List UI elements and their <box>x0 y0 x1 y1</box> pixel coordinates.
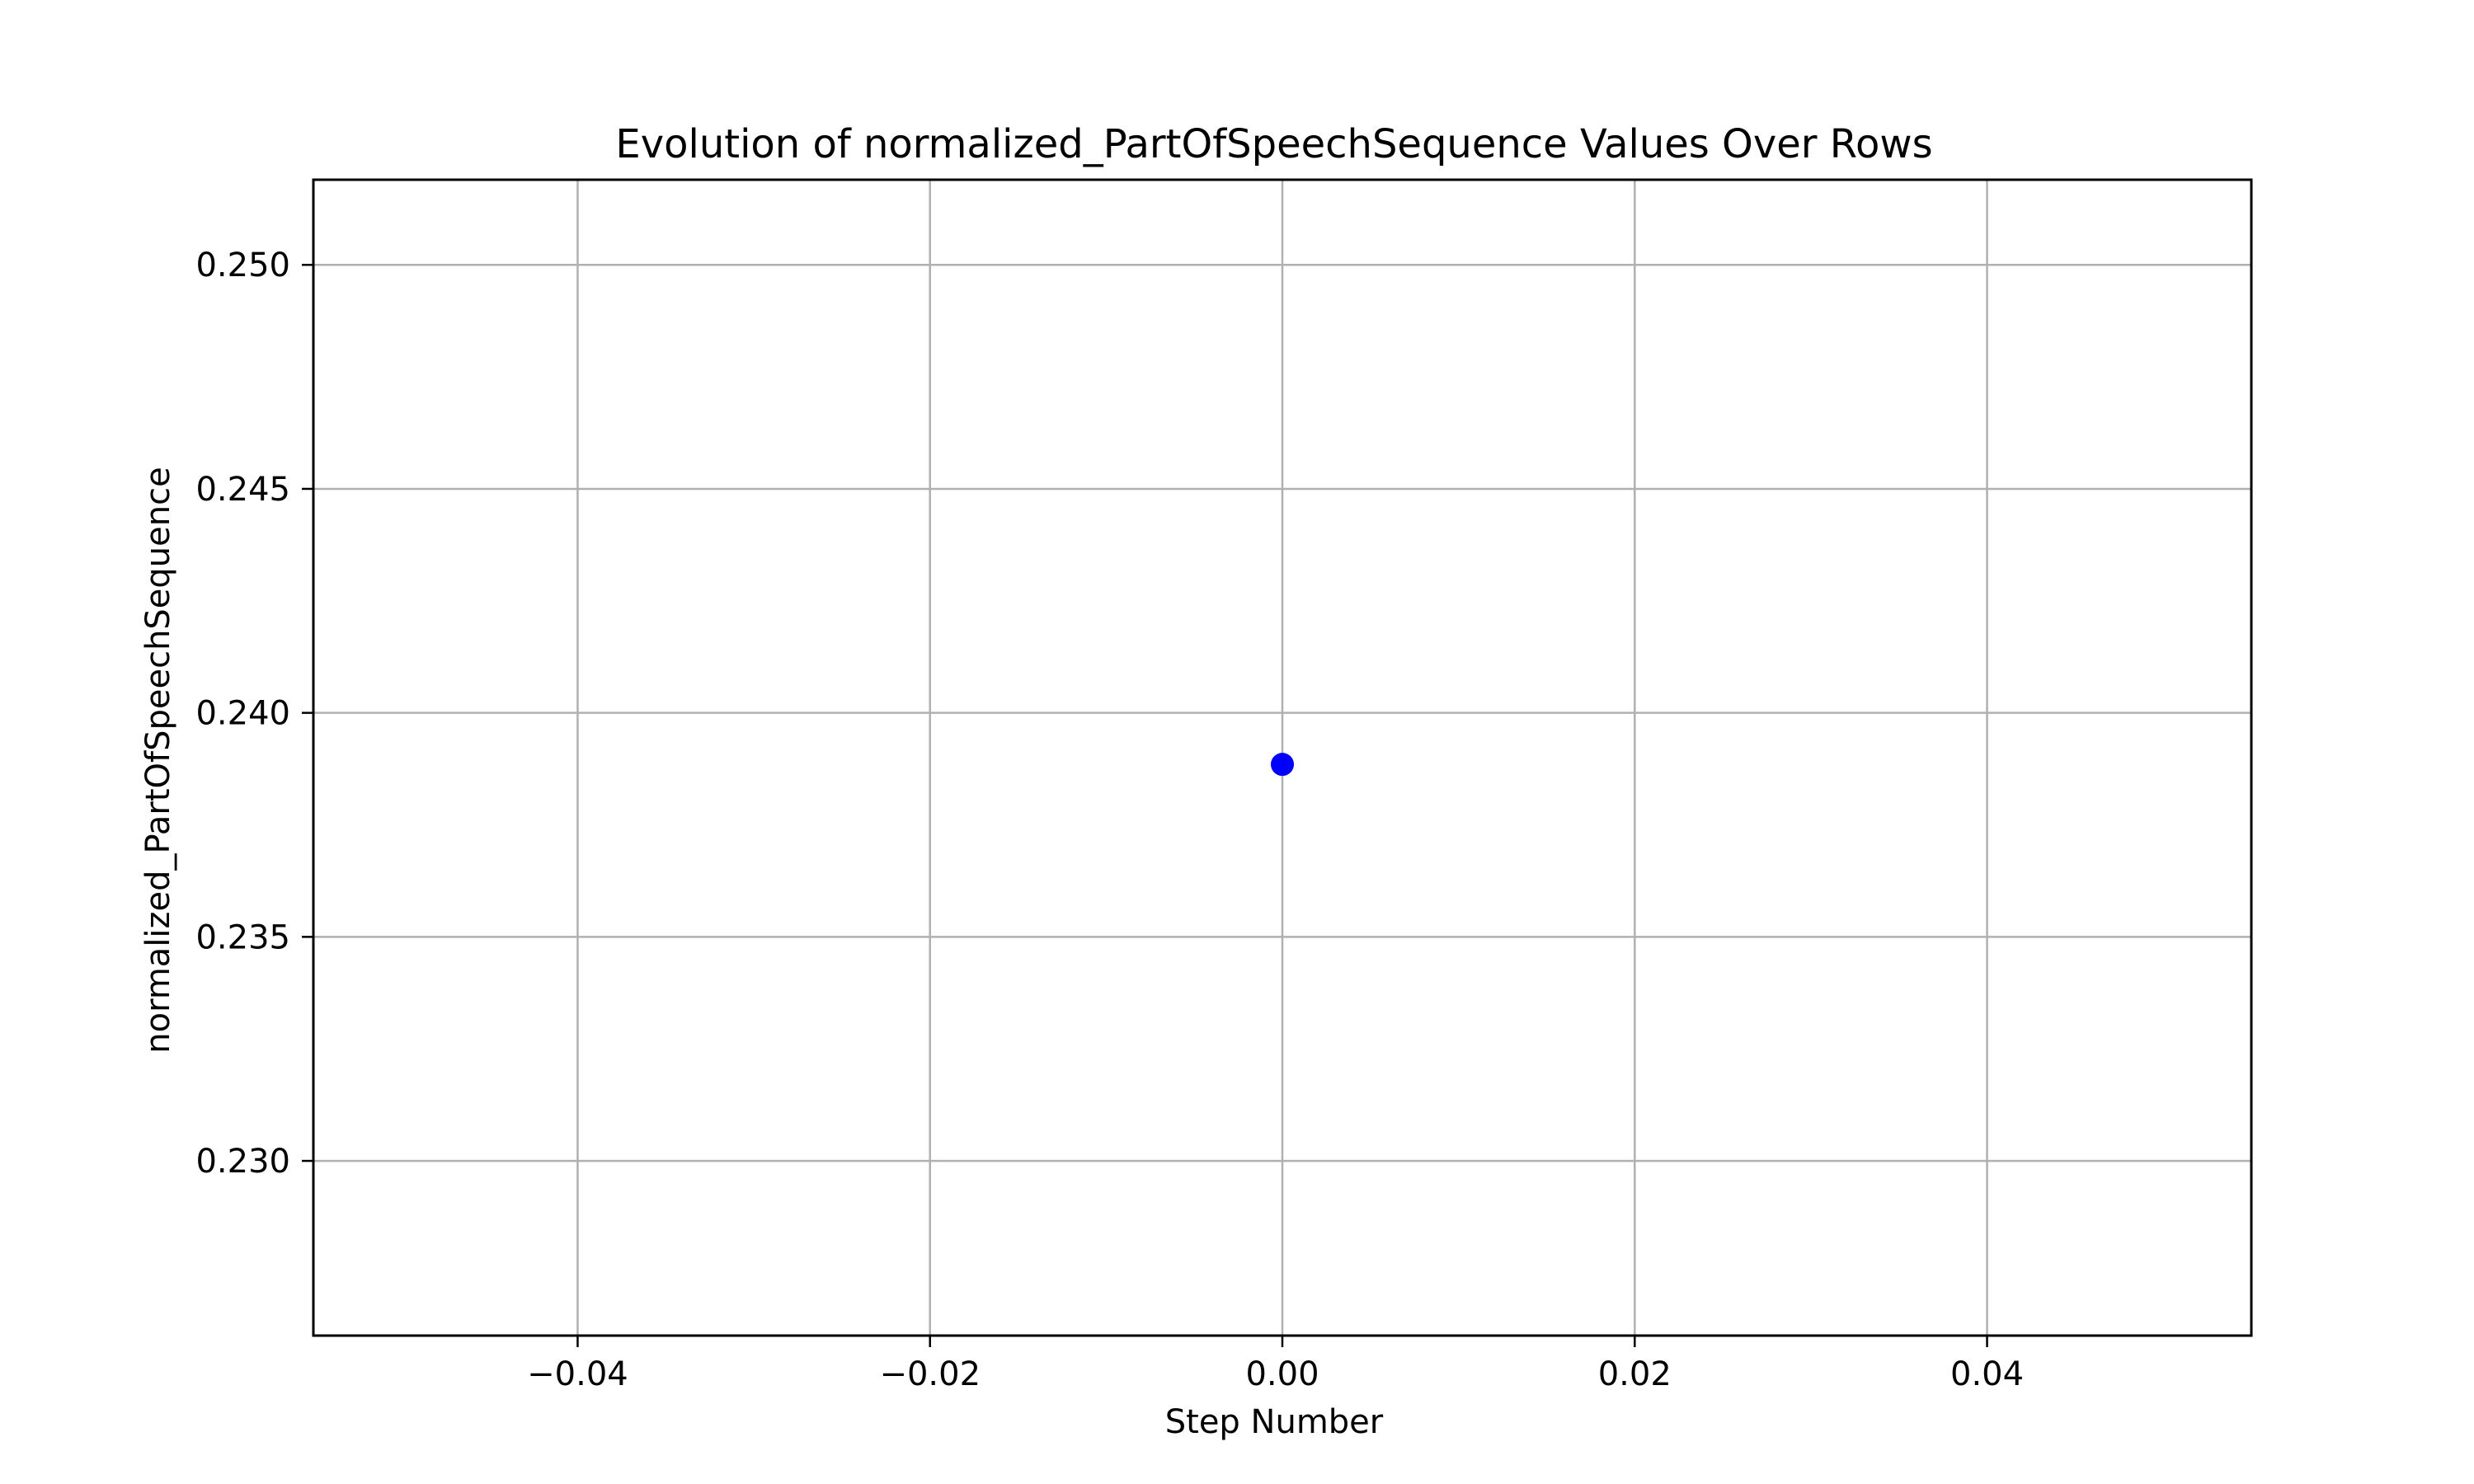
y-tick-label: 0.240 <box>195 695 290 733</box>
y-tick-label: 0.230 <box>195 1143 290 1181</box>
chart-title: Evolution of normalized_PartOfSpeechSequ… <box>615 121 1932 167</box>
x-tick-label: 0.02 <box>1598 1355 1672 1393</box>
y-tick-label: 0.235 <box>195 918 290 956</box>
axis-ticks: −0.04 −0.02 0.00 0.02 0.04 0.230 0.235 0.240 0.2… <box>195 247 2024 1393</box>
data-point <box>1271 753 1294 777</box>
y-tick-label: 0.245 <box>195 471 290 509</box>
data-points <box>1271 753 1294 777</box>
grid <box>313 180 2251 1336</box>
x-tick-label: −0.02 <box>879 1355 981 1393</box>
y-axis-label: normalized_PartOfSpeechSequence <box>139 467 177 1053</box>
x-tick-label: 0.00 <box>1245 1355 1319 1393</box>
x-tick-label: 0.04 <box>1950 1355 2024 1393</box>
x-tick-label: −0.04 <box>527 1355 628 1393</box>
y-tick-label: 0.250 <box>195 247 290 284</box>
x-axis-label: Step Number <box>1165 1403 1384 1441</box>
